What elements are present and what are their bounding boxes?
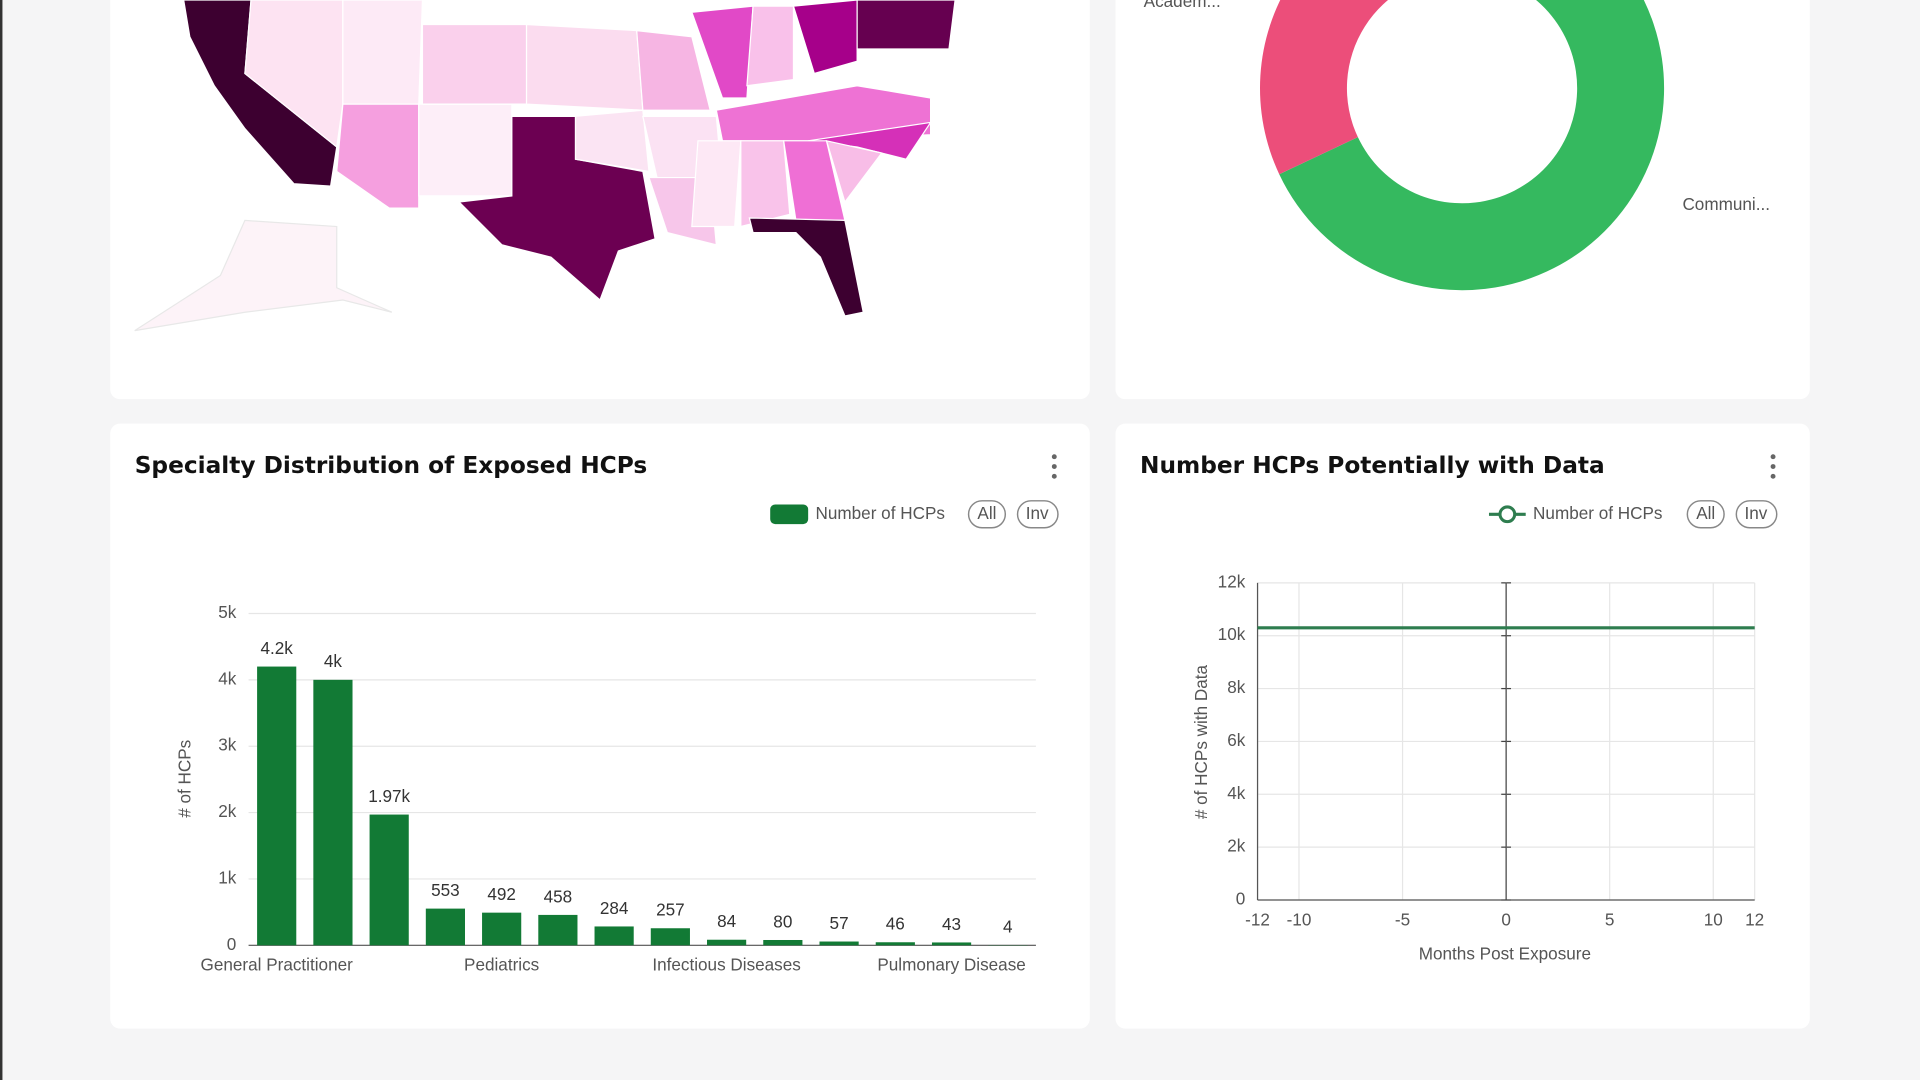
y-tick-label: 4k: [1227, 783, 1246, 803]
value-label: 43: [942, 914, 961, 934]
menu-icon[interactable]: [1770, 454, 1776, 479]
bar: [931, 942, 972, 946]
menu-icon[interactable]: [1051, 454, 1057, 479]
bar: [369, 814, 409, 946]
state: [525, 23, 644, 111]
us-map: [134, 0, 956, 332]
state: [856, 0, 956, 50]
bar: [482, 912, 522, 946]
donut-label: Communi...: [1682, 194, 1770, 214]
value-label: 284: [600, 898, 629, 918]
bar: [538, 914, 578, 946]
value-label: 4.2k: [261, 638, 294, 658]
x-axis-label: Months Post Exposure: [1419, 944, 1591, 964]
button-label[interactable]: Inv: [1744, 503, 1767, 523]
y-tick-label: 0: [227, 934, 237, 954]
state: [792, 0, 858, 75]
line-card: [1115, 423, 1810, 1029]
y-tick-label: 2k: [1227, 836, 1246, 856]
button[interactable]: All: [1686, 500, 1725, 529]
state: [740, 140, 791, 228]
y-tick-label: 5k: [218, 602, 237, 622]
button-label[interactable]: All: [977, 503, 996, 523]
button[interactable]: All: [967, 500, 1007, 529]
state: [342, 0, 424, 105]
x-tick-label: -10: [1287, 909, 1312, 929]
state: [690, 5, 754, 99]
state: [825, 139, 883, 204]
x-tick-label: General Practitioner: [201, 955, 354, 975]
card-title: Specialty Distribution of Exposed HCPs: [135, 452, 648, 479]
legend-label: Number of HCPs: [1533, 503, 1662, 523]
x-tick-label: Pulmonary Disease: [877, 955, 1025, 975]
donut-segment: [1260, 0, 1389, 175]
state: [574, 109, 650, 173]
y-tick-label: 6k: [1227, 730, 1246, 750]
y-tick-label: 12k: [1218, 571, 1246, 591]
x-tick-label: Pediatrics: [464, 955, 539, 975]
value-label: 1.97k: [368, 786, 410, 806]
x-tick-label: 0: [1501, 909, 1511, 929]
donut-segment: [1279, 0, 1665, 291]
value-label: 84: [717, 911, 737, 931]
state: [636, 29, 711, 111]
y-tick-label: 0: [1236, 889, 1246, 909]
x-tick-label: 12: [1745, 909, 1764, 929]
y-tick-label: 1k: [218, 867, 237, 887]
bar: [875, 942, 915, 946]
card-title: Number HCPs Potentially with Data: [1140, 452, 1605, 479]
x-tick-label: -5: [1395, 909, 1410, 929]
window-edge: [0, 0, 3, 1080]
bar: [257, 666, 297, 946]
legend-swatch: [770, 504, 809, 525]
value-label: 46: [886, 914, 905, 934]
state: [748, 217, 864, 317]
donut-label: Academ...: [1144, 0, 1221, 11]
value-label: 492: [487, 884, 516, 904]
bar: [594, 926, 634, 946]
legend-label: Number of HCPs: [816, 503, 945, 523]
bar: [819, 941, 859, 946]
state: [418, 103, 513, 197]
y-axis-label: # of HCPs with Data: [1191, 664, 1211, 819]
bar: [707, 939, 747, 946]
value-label: 553: [431, 880, 460, 900]
button[interactable]: Inv: [1735, 500, 1778, 529]
state: [746, 5, 795, 87]
button-label[interactable]: All: [1696, 503, 1715, 523]
state: [336, 103, 420, 209]
button[interactable]: Inv: [1016, 500, 1059, 529]
x-tick-label: -12: [1245, 909, 1270, 929]
value-label: 80: [773, 911, 792, 931]
button-label[interactable]: Inv: [1026, 503, 1049, 523]
x-tick-label: Infectious Diseases: [652, 955, 801, 975]
bar-card: [110, 423, 1090, 1029]
bar: [313, 679, 353, 946]
y-tick-label: 3k: [218, 735, 237, 755]
value-label: 458: [544, 886, 573, 906]
y-axis-label: # of HCPs: [175, 740, 195, 818]
value-label: 257: [656, 900, 685, 920]
x-tick-label: 10: [1704, 909, 1723, 929]
value-label: 57: [830, 913, 849, 933]
state: [691, 140, 742, 228]
bar: [425, 908, 465, 946]
x-tick-label: 5: [1605, 909, 1615, 929]
bar: [650, 928, 690, 946]
legend-marker: [1498, 505, 1517, 524]
state: [134, 219, 393, 332]
y-tick-label: 10k: [1218, 624, 1246, 644]
bar: [763, 939, 803, 946]
state: [244, 0, 344, 149]
y-tick-label: 4k: [218, 668, 237, 688]
value-label: 4k: [324, 651, 343, 671]
state: [421, 23, 528, 105]
donut-chart: Academ... Communi...: [1144, 0, 1770, 214]
y-tick-label: 8k: [1227, 677, 1246, 697]
y-tick-label: 2k: [218, 801, 237, 821]
value-label: 4: [1003, 916, 1013, 936]
